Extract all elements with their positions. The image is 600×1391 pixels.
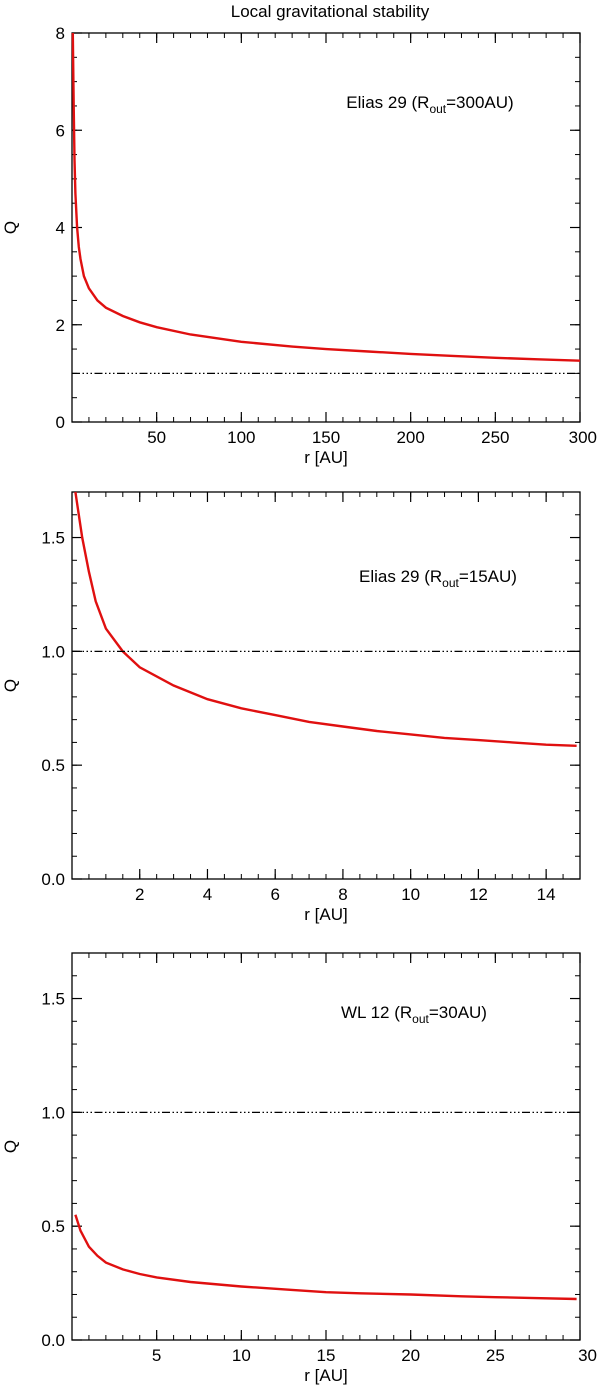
panel-1: 50 100 150 200 250 300 0 2 4 6 8 r [AU] Q Elias 29 (R… [1,24,597,467]
y-tick-label: 1.0 [41,1103,65,1122]
x-tick-label: 4 [203,885,212,904]
y-tick-label: 0.0 [41,1331,65,1350]
panel-annotation: WL 12 (Rout=30AU) [341,1003,487,1026]
annotation-subscript: out [442,576,459,590]
x-tick-label: 14 [537,885,556,904]
panel-2: 2 4 6 8 10 12 14 0.0 0.5 1.0 1.5 r [AU] Q Elias 29 (R… [1,491,581,924]
panel-annotation: Elias 29 (Rout=15AU) [359,567,517,590]
annotation-prefix: WL 12 (R [341,1003,412,1022]
y-tick-label: 4 [56,219,65,238]
y-tick-label: 0.5 [41,1217,65,1236]
x-tick-label: 25 [486,1346,505,1365]
y-axis-label: Q [1,1140,20,1153]
x-tick-label: 10 [232,1346,251,1365]
x-tick-label: 250 [481,428,509,447]
x-tick-label: 5 [152,1346,161,1365]
plot-frame [71,952,581,1341]
y-tick-label: 8 [56,24,65,43]
x-axis-label: r [AU] [304,1366,347,1385]
plot-frame [71,32,581,423]
x-tick-label: 8 [338,885,347,904]
x-tick-label: 300 [569,428,597,447]
y-tick-label: 0.0 [41,870,65,889]
annotation-suffix: =15AU) [459,567,517,586]
annotation-suffix: =30AU) [429,1003,487,1022]
annotation-prefix: Elias 29 (R [359,567,442,586]
x-tick-label: 6 [270,885,279,904]
x-tick-label: 100 [227,428,255,447]
x-tick-label: 12 [469,885,488,904]
y-axis-label: Q [1,679,20,692]
x-tick-label: 20 [401,1346,420,1365]
x-tick-label: 10 [401,885,420,904]
q-curve-line [74,491,577,747]
y-tick-label: 6 [56,121,65,140]
q-curve-line [74,1214,577,1301]
x-axis-label: r [AU] [304,905,347,924]
panel-annotation: Elias 29 (Rout=300AU) [346,93,513,116]
y-tick-label: 0 [56,413,65,432]
y-tick-label: 0.5 [41,756,65,775]
x-axis-label: r [AU] [304,448,347,467]
annotation-subscript: out [412,1012,429,1026]
annotation-prefix: Elias 29 (R [346,93,429,112]
q-curve-line [71,32,581,362]
y-tick-label: 1.5 [41,529,65,548]
panel-3: 5 10 15 20 25 30 0.0 0.5 1.0 1.5 r [AU] Q WL 12 (Rou… [1,952,597,1385]
x-tick-label: 200 [396,428,424,447]
x-tick-label: 150 [312,428,340,447]
y-tick-label: 2 [56,316,65,335]
x-tick-label: 30 [578,1346,597,1365]
y-tick-label: 1.0 [41,642,65,661]
plot-frame [71,491,581,880]
figure-title: Local gravitational stability [230,2,430,21]
annotation-suffix: =300AU) [446,93,514,112]
y-axis-label: Q [1,221,20,234]
x-tick-label: 50 [147,428,166,447]
x-tick-label: 15 [317,1346,336,1365]
annotation-subscript: out [429,102,446,116]
y-tick-label: 1.5 [41,990,65,1009]
x-tick-label: 2 [135,885,144,904]
